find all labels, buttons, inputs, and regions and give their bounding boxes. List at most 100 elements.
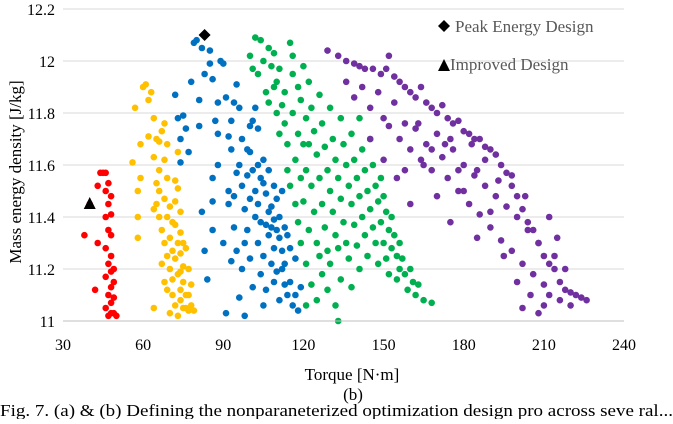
data-point-series-3 xyxy=(348,283,355,291)
data-point-series-1 xyxy=(177,229,184,236)
data-point-series-2 xyxy=(225,187,232,195)
data-point-series-0 xyxy=(107,211,115,218)
data-point-series-1 xyxy=(150,205,158,213)
data-point-series-1 xyxy=(179,239,187,247)
data-point-series-4 xyxy=(553,234,561,242)
y-tick-label: 12 xyxy=(39,54,55,71)
data-point-series-4 xyxy=(393,174,401,182)
data-point-series-4 xyxy=(513,278,521,286)
data-point-series-2 xyxy=(281,224,289,231)
data-point-series-3 xyxy=(345,182,353,190)
data-point-series-4 xyxy=(465,200,473,208)
data-point-series-1 xyxy=(142,81,150,88)
data-point-series-2 xyxy=(262,286,270,294)
data-point-series-2 xyxy=(246,195,254,203)
data-point-series-4 xyxy=(374,88,382,96)
data-point-series-4 xyxy=(572,291,580,299)
data-point-series-4 xyxy=(449,146,457,153)
data-point-series-0 xyxy=(110,265,118,273)
data-point-series-3 xyxy=(380,192,387,200)
data-point-series-1 xyxy=(161,156,168,164)
y-tick-label: 11.8 xyxy=(28,106,55,123)
data-point-series-3 xyxy=(292,200,299,208)
data-point-series-3 xyxy=(300,62,307,70)
data-point-series-1 xyxy=(145,133,152,140)
data-point-series-1 xyxy=(166,309,174,317)
data-point-series-2 xyxy=(246,255,254,262)
data-point-series-2 xyxy=(220,239,227,247)
data-point-series-4 xyxy=(492,151,500,158)
data-point-series-3 xyxy=(278,101,286,109)
data-point-series-1 xyxy=(163,213,171,221)
data-point-series-3 xyxy=(318,120,326,127)
data-point-series-2 xyxy=(249,117,256,125)
data-point-series-4 xyxy=(377,70,385,78)
data-point-series-3 xyxy=(332,156,339,164)
data-point-series-4 xyxy=(412,125,419,132)
data-point-series-4 xyxy=(476,211,484,218)
data-point-series-3 xyxy=(350,156,358,164)
data-point-series-1 xyxy=(171,198,179,205)
data-point-series-3 xyxy=(396,265,403,273)
data-point-series-3 xyxy=(286,182,294,190)
data-point-series-3 xyxy=(300,140,307,148)
data-point-series-2 xyxy=(241,312,248,320)
data-point-series-1 xyxy=(153,179,160,187)
data-point-series-4 xyxy=(412,94,419,101)
data-point-series-2 xyxy=(265,231,273,239)
legend-label-improved: Improved Design xyxy=(450,55,569,74)
data-point-series-2 xyxy=(201,247,208,255)
data-point-series-0 xyxy=(94,182,101,190)
data-point-series-3 xyxy=(326,260,334,268)
data-point-series-4 xyxy=(524,226,532,234)
data-point-series-4 xyxy=(350,94,358,101)
data-point-series-4 xyxy=(529,226,537,234)
data-point-series-2 xyxy=(214,99,222,106)
data-point-series-2 xyxy=(276,213,283,221)
data-point-series-4 xyxy=(433,192,441,200)
data-point-series-3 xyxy=(313,239,321,247)
data-point-series-4 xyxy=(460,187,468,195)
data-point-series-2 xyxy=(260,302,267,309)
data-point-series-4 xyxy=(417,156,425,164)
data-point-series-1 xyxy=(155,138,163,145)
data-point-series-3 xyxy=(356,265,363,273)
x-tick-label: 90 xyxy=(215,337,231,354)
data-point-series-3 xyxy=(294,218,302,226)
data-point-series-4 xyxy=(527,291,534,299)
data-point-series-3 xyxy=(273,78,281,86)
data-point-series-2 xyxy=(273,226,281,234)
data-point-series-3 xyxy=(284,140,291,148)
data-point-series-3 xyxy=(415,281,422,288)
data-point-series-3 xyxy=(372,239,379,247)
data-point-series-2 xyxy=(268,224,275,231)
data-point-series-2 xyxy=(241,205,248,213)
data-point-series-2 xyxy=(268,203,275,210)
data-point-series-3 xyxy=(257,36,265,44)
data-point-series-4 xyxy=(455,166,462,174)
data-point-series-2 xyxy=(257,218,265,226)
data-point-series-3 xyxy=(388,213,395,221)
data-point-series-2 xyxy=(297,283,305,291)
data-point-series-1 xyxy=(134,234,142,242)
data-point-series-2 xyxy=(270,216,278,223)
data-point-series-1 xyxy=(155,166,163,174)
data-point-series-4 xyxy=(556,278,564,286)
subfigure-label: (b) xyxy=(343,385,363,404)
y-tick-label: 11.6 xyxy=(28,158,55,175)
data-point-series-3 xyxy=(262,88,270,96)
data-point-series-1 xyxy=(166,265,174,273)
data-point-series-3 xyxy=(369,161,377,169)
data-point-series-4 xyxy=(473,166,481,174)
data-point-series-2 xyxy=(246,148,254,156)
data-point-series-2 xyxy=(236,161,243,169)
data-point-series-4 xyxy=(361,65,369,73)
data-point-series-4 xyxy=(583,296,590,304)
peak-energy-design-marker xyxy=(198,29,211,41)
data-point-series-4 xyxy=(545,213,553,221)
data-point-series-1 xyxy=(147,88,155,96)
data-point-series-4 xyxy=(460,127,468,135)
data-point-series-2 xyxy=(198,208,206,216)
data-point-series-3 xyxy=(324,286,331,294)
